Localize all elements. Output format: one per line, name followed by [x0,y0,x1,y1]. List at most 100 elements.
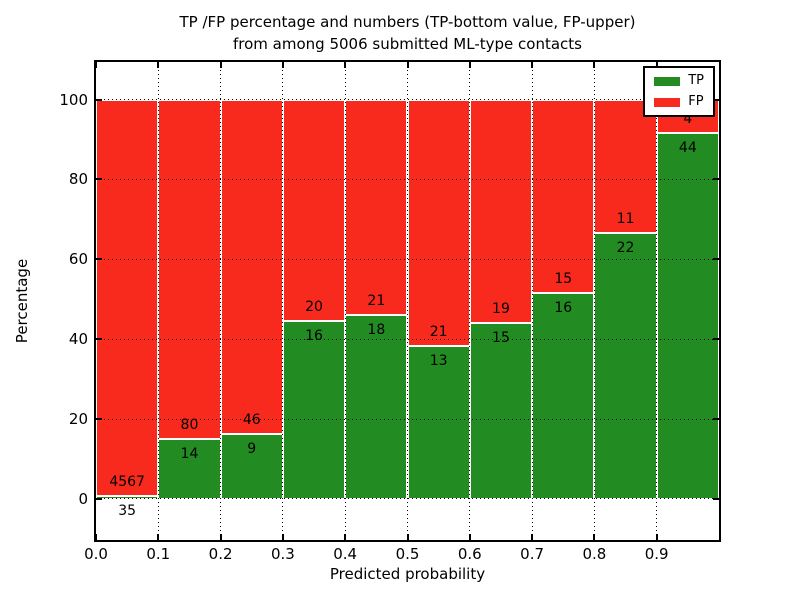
bar-segment-fp [96,99,159,496]
x-tick-label: 0.9 [644,545,669,563]
x-axis-label: Predicted probability [329,565,486,583]
bar-count-tp-label: 9 [247,440,257,457]
x-tick-label: 0.3 [270,545,295,563]
bar-segment-fp [469,99,533,323]
y-tick-mark [713,98,719,101]
y-tick-label: 40 [68,330,88,349]
x-tick-mark [219,62,222,68]
x-tick-mark [406,534,409,540]
legend-label-fp: FP [688,94,704,109]
bar-count-fp-label: 46 [242,411,261,428]
bar-count-fp-label: 11 [616,210,635,227]
y-tick-mark [713,418,719,420]
bar-count-fp-label: 80 [180,417,199,434]
bar-count-fp-label: 21 [367,292,386,309]
chart-title-line2: from among 5006 submitted ML-type contac… [233,35,582,53]
bar-segment-tp [469,322,533,499]
gridline-vertical [593,62,595,540]
y-tick-mark [713,338,719,341]
y-tick-label: 100 [59,90,88,109]
x-tick-mark [406,62,409,68]
x-tick-label: 0.7 [520,545,545,563]
bar-segment-tp [96,495,159,499]
x-tick-mark [655,62,658,68]
x-tick-mark [95,62,97,68]
x-tick-mark [468,62,471,68]
bar-segment-fp [407,99,470,347]
y-tick-mark [96,258,102,261]
bar-count-tp-label: 22 [616,239,635,256]
x-tick-mark [157,534,160,540]
x-tick-mark [593,534,596,540]
x-tick-mark [157,62,160,68]
y-tick-mark [96,338,102,341]
plot-area: 4567 35 80 14 46 9 20 16 21 18 21 13 19 15 15 16 11 22 4 44… [94,60,721,542]
bar-segment-tp [345,314,408,499]
bar-count-fp-label: 19 [492,300,510,317]
x-tick-mark [655,534,658,540]
x-tick-label: 0.1 [146,545,171,563]
bar-count-fp-label: 4567 [109,473,145,490]
bar-count-fp-label: 15 [554,270,573,287]
bar-count-tp-label: 35 [118,502,137,519]
fp-legend-swatch-icon [654,97,681,107]
gridline-vertical [344,62,346,540]
x-tick-label: 0.6 [457,545,482,563]
y-tick-mark [96,418,102,420]
chart-title: TP /FP percentage and numbers (TP-bottom… [96,11,719,55]
bar-count-fp-label: 21 [429,324,448,341]
x-tick-mark [281,534,284,540]
x-tick-mark [344,534,347,540]
x-tick-mark [531,534,534,540]
x-tick-mark [468,534,471,540]
bar-count-fp-label: 20 [305,299,323,316]
bar-segment-fp [532,99,595,293]
y-tick-mark [96,178,102,181]
bar-segment-fp [220,99,283,434]
gridline-vertical [656,62,658,540]
gridline-vertical [469,62,471,540]
bar-count-fp-label: 4 [683,110,693,127]
bar-segment-fp [345,99,408,315]
bar-count-tp-label: 44 [678,139,697,156]
x-tick-mark [593,62,596,68]
legend-entry-fp: FP [654,95,704,109]
x-tick-label: 0.8 [582,545,607,563]
y-tick-label: 60 [68,250,88,269]
x-tick-mark [531,62,534,68]
gridline-vertical [157,62,159,540]
y-tick-mark [96,497,102,500]
x-tick-label: 0.4 [333,545,358,563]
bar-segment-tp [282,321,346,499]
legend-entry-tp: TP [654,74,704,88]
bar-segment-tp [158,439,221,499]
bar-segment-fp [282,99,346,322]
bar-segment-tp [594,232,657,499]
x-tick-mark [219,534,222,540]
y-tick-mark [96,98,102,101]
bar-count-tp-label: 18 [367,321,386,338]
gridline-vertical [220,62,222,540]
gridline-vertical [282,62,284,540]
y-tick-label: 0 [78,489,88,508]
bar-count-tp-label: 14 [180,446,199,463]
x-tick-label: 0.2 [208,545,233,563]
x-tick-mark [281,62,284,68]
legend: TP FP [643,66,715,117]
x-tick-mark [344,62,347,68]
bar-count-tp-label: 16 [554,299,573,316]
x-tick-label: 0.5 [395,545,420,563]
x-tick-label: 0.0 [84,545,108,563]
bar-count-tp-label: 16 [305,328,323,345]
bar-segment-tp [656,132,719,499]
y-tick-label: 20 [68,410,88,428]
gridline-vertical [531,62,533,540]
bar-segment-tp [532,292,595,499]
x-tick-mark [95,534,97,540]
y-tick-mark [713,497,719,500]
bar-segment-fp [594,99,657,233]
bar-segment-fp [158,99,221,440]
chart-title-line1: TP /FP percentage and numbers (TP-bottom… [179,13,636,31]
bar-count-tp-label: 15 [492,329,510,346]
